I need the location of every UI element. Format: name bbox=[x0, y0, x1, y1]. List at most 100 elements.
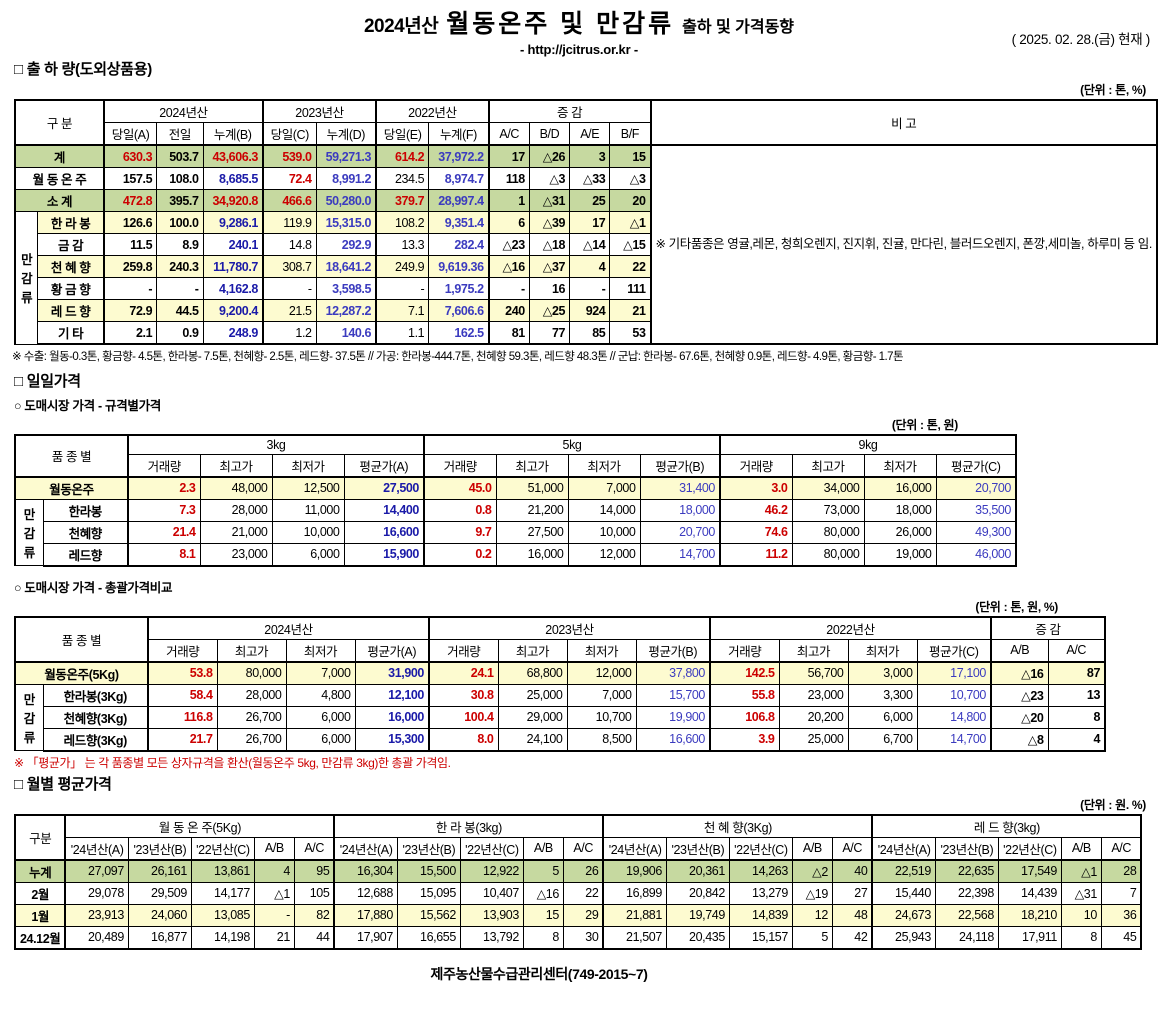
cell: 10,407 bbox=[459, 881, 524, 905]
cell: 20,200 bbox=[778, 705, 849, 729]
col-group-2023: 2023년산 bbox=[428, 615, 711, 640]
cell: 12,287.2 bbox=[315, 299, 377, 322]
cell: 0.2 bbox=[423, 542, 497, 567]
row-label-etc: 기 타 bbox=[37, 321, 105, 345]
table-row: 천혜향(3Kg) 116.8 26,700 6,000 16,000 100.4… bbox=[15, 705, 1106, 729]
cell: 10,700 bbox=[566, 705, 637, 729]
cell: 26,000 bbox=[863, 520, 937, 544]
cell: 82 bbox=[293, 903, 335, 927]
cell: 16,600 bbox=[343, 520, 425, 544]
col-group-redhyang: 레 드 향(3kg) bbox=[871, 813, 1143, 838]
cell: 12 bbox=[791, 903, 833, 927]
cell: 14,839 bbox=[728, 903, 793, 927]
cell: 108.2 bbox=[375, 211, 430, 234]
cell: △23 bbox=[990, 683, 1049, 707]
page-title: 2024년산 월동온주 및 만감류 출하 및 가격동향 bbox=[0, 0, 1158, 40]
cell: 34,000 bbox=[791, 475, 865, 500]
cell: 2.1 bbox=[102, 321, 158, 345]
cell: 21.7 bbox=[147, 727, 218, 752]
col-change-bf: B/F bbox=[609, 122, 651, 146]
cell: 16,600 bbox=[635, 727, 711, 752]
cell: 100.4 bbox=[428, 705, 499, 729]
cell: 9,351.4 bbox=[428, 211, 490, 234]
cell: 8 bbox=[1047, 705, 1106, 729]
cell: 16,877 bbox=[127, 925, 192, 950]
cell: 55.8 bbox=[709, 683, 780, 707]
cell: 12,922 bbox=[459, 858, 524, 883]
document-header: 2024년산 월동온주 및 만감류 출하 및 가격동향 - http://jcitr… bbox=[0, 0, 1158, 57]
row-label-cumulative: 누계 bbox=[13, 858, 66, 883]
col-c-2022: '22년산(C) bbox=[728, 836, 793, 860]
section2-subheading: ○ 도매시장 가격 - 규격별가격 bbox=[14, 399, 162, 413]
col-2023-today: 당일(C) bbox=[261, 122, 317, 146]
cell: 14.8 bbox=[261, 233, 317, 256]
cell: △8 bbox=[990, 727, 1049, 752]
cell: 56,700 bbox=[778, 660, 849, 685]
col-group-change: 증 감 bbox=[487, 99, 651, 123]
cell: 37,972.2 bbox=[428, 144, 490, 168]
col-change-ac: A/C bbox=[487, 122, 530, 146]
cell: 48,000 bbox=[199, 475, 273, 500]
cell: 15,157 bbox=[728, 925, 793, 950]
cell: △39 bbox=[528, 211, 571, 234]
cell: 37,800 bbox=[635, 660, 711, 685]
col-r-ac: A/C bbox=[1100, 836, 1143, 860]
cell: 11,780.7 bbox=[202, 255, 264, 278]
cell: 13,085 bbox=[190, 903, 255, 927]
cell: 15,315.0 bbox=[315, 211, 377, 234]
col-h-ac: A/C bbox=[562, 836, 604, 860]
cell: 379.7 bbox=[375, 189, 430, 212]
row-label-woldong: 월 동 온 주 bbox=[14, 167, 105, 190]
row-label-subtotal: 소 계 bbox=[14, 189, 105, 212]
col-9kg-volume: 거래량 bbox=[719, 453, 793, 477]
cell: 13.3 bbox=[375, 233, 430, 256]
col-r-2024: '24년산(A) bbox=[871, 836, 936, 860]
cell: 17,100 bbox=[916, 660, 992, 685]
cell: 3 bbox=[569, 144, 611, 168]
cell: 15,300 bbox=[354, 727, 430, 752]
table-row: 계 630.3 503.7 43,606.3 539.0 59,271.3 61… bbox=[14, 144, 1158, 345]
cell: 9,619.36 bbox=[428, 255, 490, 278]
cell: 142.5 bbox=[709, 660, 780, 685]
cell: 8,991.2 bbox=[315, 167, 377, 190]
cell: 72.4 bbox=[261, 167, 317, 190]
col-2023-low: 최저가 bbox=[566, 638, 637, 662]
row-label-redhyang: 레 드 향 bbox=[37, 299, 105, 322]
cell: 87 bbox=[1047, 660, 1106, 685]
cell: 85 bbox=[569, 321, 611, 345]
table-subheader-row: 거래량 최고가 최저가 평균가(A) 거래량 최고가 최저가 평균가(B) 거래… bbox=[15, 638, 1106, 662]
cell: 17 bbox=[487, 144, 530, 168]
cell: 51,000 bbox=[495, 475, 569, 500]
col-header-gubun: 구 분 bbox=[14, 99, 105, 146]
cell: 162.5 bbox=[428, 321, 490, 345]
cell: - bbox=[569, 277, 611, 300]
col-c-2024: '24년산(A) bbox=[602, 836, 667, 860]
cell: △1 bbox=[253, 881, 295, 905]
col-2022-high: 최고가 bbox=[778, 638, 849, 662]
cell: 50,280.0 bbox=[315, 189, 377, 212]
cell: 240.3 bbox=[156, 255, 204, 278]
cell: 17,549 bbox=[997, 858, 1062, 883]
cell: 26,700 bbox=[216, 727, 287, 752]
col-2023-volume: 거래량 bbox=[428, 638, 499, 662]
row-label-woldongonju-5kg: 월동온주(5Kg) bbox=[14, 660, 149, 685]
cell: 6 bbox=[487, 211, 530, 234]
col-5kg-avg: 평균가(B) bbox=[639, 453, 721, 477]
cell: 46.2 bbox=[719, 498, 793, 522]
cell: 31,900 bbox=[354, 660, 430, 685]
cell: 4,800 bbox=[285, 683, 356, 707]
cell: 292.9 bbox=[315, 233, 377, 256]
cell: 8.9 bbox=[156, 233, 204, 256]
cell: 7,000 bbox=[566, 683, 637, 707]
cell: △37 bbox=[528, 255, 571, 278]
cell: 16,655 bbox=[396, 925, 461, 950]
table-row: 1월 23,913 24,060 13,085 - 82 17,880 15,5… bbox=[13, 903, 1143, 927]
cell: 7,000 bbox=[567, 475, 641, 500]
cell: 16,304 bbox=[333, 858, 398, 883]
row-label-total: 계 bbox=[14, 144, 105, 168]
cell: 14,700 bbox=[916, 727, 992, 752]
cell: - bbox=[487, 277, 530, 300]
table-header-row: 품 종 별 3kg 5kg 9kg bbox=[14, 434, 1017, 477]
